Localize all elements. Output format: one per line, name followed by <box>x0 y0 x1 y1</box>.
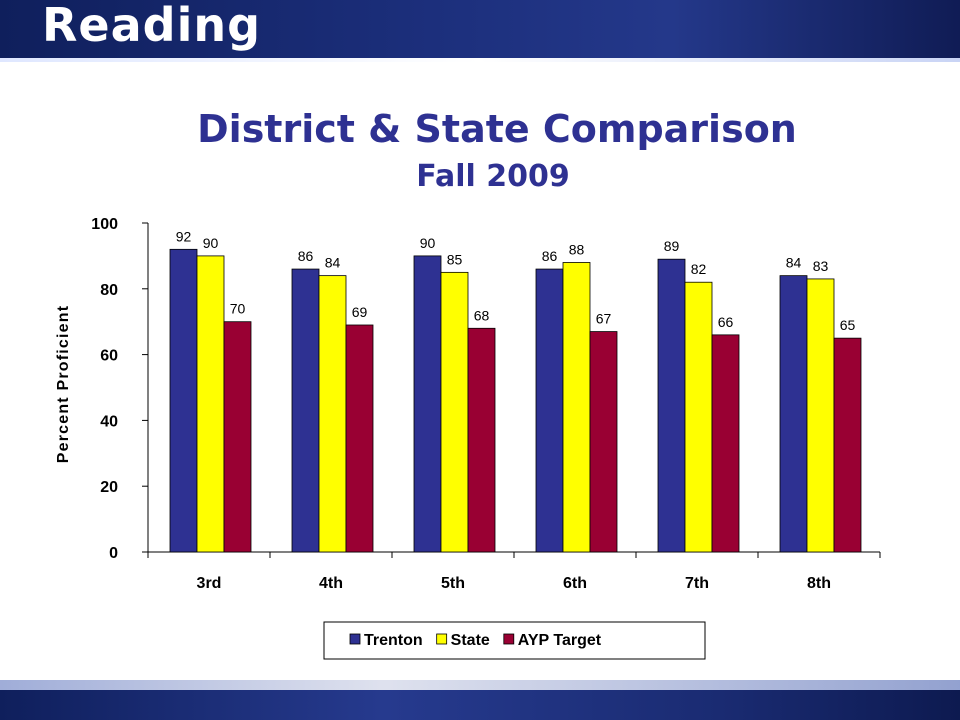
top-banner: Reading <box>0 0 960 62</box>
bottom-banner <box>0 680 960 720</box>
bar-trenton <box>291 268 320 553</box>
legend-label: AYP Target <box>518 632 602 649</box>
data-label: 65 <box>840 317 856 333</box>
bar-state <box>684 281 713 553</box>
y-tick-label: 40 <box>100 413 118 430</box>
data-label: 84 <box>325 255 341 271</box>
bar-trenton <box>169 248 198 553</box>
y-axis-label: Percent Proficient <box>55 305 72 464</box>
bar-trenton <box>535 268 564 553</box>
bar-ayp-target <box>467 327 496 553</box>
data-label: 66 <box>718 314 734 330</box>
x-tick-label: 6th <box>563 575 587 592</box>
bar-state <box>196 255 225 553</box>
y-tick-label: 0 <box>109 545 118 562</box>
data-label: 88 <box>569 241 585 257</box>
data-label: 86 <box>298 248 314 264</box>
data-label: 69 <box>352 304 368 320</box>
data-label: 82 <box>691 261 707 277</box>
x-tick-label: 3rd <box>197 575 222 592</box>
data-label: 90 <box>420 235 436 251</box>
x-tick-label: 8th <box>807 575 831 592</box>
chart-title: District & State Comparison <box>197 107 797 151</box>
data-label: 89 <box>664 238 680 254</box>
x-tick-label: 5th <box>441 575 465 592</box>
legend-swatch <box>503 633 515 645</box>
bar-ayp-target <box>711 334 740 553</box>
bar-ayp-target <box>833 337 862 553</box>
data-label: 83 <box>813 258 829 274</box>
bar-ayp-target <box>345 324 374 553</box>
bar-state <box>562 262 591 553</box>
legend: Trenton State AYP Target <box>323 621 706 660</box>
bar-trenton <box>413 255 442 553</box>
data-label: 86 <box>542 248 558 264</box>
data-label: 67 <box>596 311 612 327</box>
x-tick-label: 4th <box>319 575 343 592</box>
data-label: 90 <box>203 235 219 251</box>
y-tick-label: 80 <box>100 282 118 299</box>
data-label: 68 <box>474 307 490 323</box>
legend-swatch <box>436 633 448 645</box>
bar-state <box>440 271 469 553</box>
data-label: 85 <box>447 251 463 267</box>
bar-state <box>806 278 835 553</box>
bar-ayp-target <box>589 331 618 553</box>
y-tick-label: 20 <box>100 479 118 496</box>
bottom-banner-stripe <box>0 680 960 690</box>
bar-state <box>318 275 347 553</box>
legend-swatch <box>349 633 361 645</box>
data-label: 92 <box>176 228 192 244</box>
plot-area: 0 20 40 60 80 100 92 90 70 3rd 86 84 69 4th 90 85 68 5th 8… <box>91 216 881 592</box>
bar-ayp-target <box>223 321 252 553</box>
legend-label: Trenton <box>364 632 423 649</box>
data-label: 70 <box>230 301 246 317</box>
y-tick-label: 60 <box>100 348 118 365</box>
bar-trenton <box>779 275 808 553</box>
data-label: 84 <box>786 255 802 271</box>
legend-label: State <box>451 632 490 649</box>
bar-trenton <box>657 258 686 553</box>
top-banner-stripe <box>0 58 960 62</box>
y-tick-label: 100 <box>91 216 118 233</box>
legend-box <box>323 621 706 660</box>
x-tick-label: 7th <box>685 575 709 592</box>
slide-title: Reading <box>42 0 262 52</box>
chart-subtitle: Fall 2009 <box>416 159 570 194</box>
